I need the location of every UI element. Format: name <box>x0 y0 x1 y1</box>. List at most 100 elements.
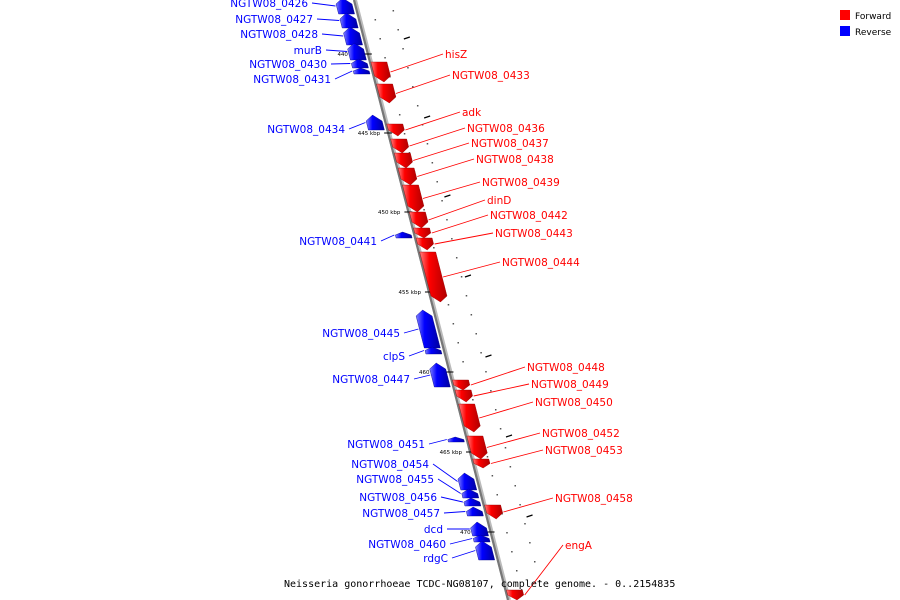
gene-ngtw08-0450-leader <box>479 401 534 419</box>
gene-hisz-label[interactable]: hisZ <box>445 49 467 61</box>
gene-adk-leader <box>405 111 461 131</box>
gene-ngtw08-0455-shape[interactable] <box>461 488 480 499</box>
gene-hisz-shape[interactable] <box>370 61 391 83</box>
gene-ngtw08-0453-label[interactable]: NGTW08_0453 <box>545 445 623 457</box>
gene-ngtw08-0438-shape[interactable] <box>397 167 418 186</box>
genome-caption: Neisseria gonorrhoeae TCDC-NG08107, comp… <box>284 579 675 590</box>
track-dot <box>538 580 541 582</box>
gene-ngtw08-0437-leader <box>413 142 470 161</box>
gene-ngtw08-0455-label[interactable]: NGTW08_0455 <box>356 474 434 486</box>
track-dot <box>520 589 523 591</box>
gene-rdgc-label[interactable]: rdgC <box>423 553 448 565</box>
gene-clps-label[interactable]: clpS <box>383 351 405 363</box>
gene-rdgc-shape[interactable] <box>475 540 495 561</box>
gene-dcd-label[interactable]: dcd <box>424 524 443 536</box>
gene-ngtw08-0451-label[interactable]: NGTW08_0451 <box>347 439 425 451</box>
gene-ngtw08-0438-label[interactable]: NGTW08_0438 <box>476 154 554 166</box>
gene-ngtw08-0453-shape[interactable] <box>472 458 491 469</box>
gene-ngtw08-0449-label[interactable]: NGTW08_0449 <box>531 379 609 391</box>
gene-ngtw08-0457-shape[interactable] <box>466 506 484 517</box>
gene-ngtw08-0450-shape[interactable] <box>458 403 481 433</box>
gene-ngtw08-0444-shape[interactable] <box>419 251 448 303</box>
gene-ngtw08-0442-label[interactable]: NGTW08_0442 <box>490 210 568 222</box>
track-dot <box>472 399 474 401</box>
gene-ngtw08-0456-leader <box>440 496 463 503</box>
gene-ngtw08-0439-label[interactable]: NGTW08_0439 <box>482 177 560 189</box>
gene-ngtw08-0426-shape[interactable] <box>335 0 355 15</box>
gene-ngtw08-0428-shape[interactable] <box>343 26 363 46</box>
gene-ngtw08-0433-label[interactable]: NGTW08_0433 <box>452 70 530 82</box>
gene-ngtw08-0454-shape[interactable] <box>457 472 478 491</box>
gene-dind-label[interactable]: dinD <box>487 195 511 207</box>
gene-ngtw08-0448-label[interactable]: NGTW08_0448 <box>527 362 605 374</box>
gene-ngtw08-0447-shape[interactable] <box>429 362 451 388</box>
gene-ngtw08-0450-label[interactable]: NGTW08_0450 <box>535 397 613 409</box>
gene-ngtw08-0437-label[interactable]: NGTW08_0437 <box>471 138 549 150</box>
gene-ngtw08-0458-shape[interactable] <box>484 504 503 520</box>
gene-ngtw08-0454-label[interactable]: NGTW08_0454 <box>351 459 429 471</box>
gene-ngtw08-0439-shape[interactable] <box>402 184 425 213</box>
track-dot <box>398 114 401 116</box>
gene-ngtw08-0441-shape[interactable] <box>395 231 413 239</box>
gene-ngtw08-0443-label[interactable]: NGTW08_0443 <box>495 228 573 240</box>
gene-ngtw08-0426-label[interactable]: NGTW08_0426 <box>230 0 308 10</box>
gene-ngtw08-0434-label[interactable]: NGTW08_0434 <box>267 124 345 136</box>
legend-label-reverse: Reverse <box>855 28 892 38</box>
track-dot <box>402 48 404 50</box>
track-dot <box>392 10 395 12</box>
gene-ngtw08-0433-shape[interactable] <box>376 83 397 104</box>
gene-ngtw08-0436-shape[interactable] <box>390 138 409 154</box>
gene-ngtw08-0428-label[interactable]: NGTW08_0428 <box>240 29 318 41</box>
gene-adk-shape[interactable] <box>386 123 405 137</box>
gene-dcd-shape[interactable] <box>470 521 489 537</box>
gene-ngtw08-0431-shape[interactable] <box>352 67 371 75</box>
gene-ngtw08-0426-leader <box>311 2 336 7</box>
gene-murb-shape[interactable] <box>347 42 367 61</box>
gene-ngtw08-0457-leader <box>443 511 466 514</box>
gene-ngtw08-0447-label[interactable]: NGTW08_0447 <box>332 374 410 386</box>
gene-ngtw08-0437-shape[interactable] <box>394 152 413 169</box>
gene-ngtw08-0458-leader <box>503 497 554 513</box>
gene-ngtw08-0456-label[interactable]: NGTW08_0456 <box>359 492 437 504</box>
gene-ngtw08-0452-shape[interactable] <box>466 435 488 460</box>
gene-ngtw08-0441-label[interactable]: NGTW08_0441 <box>299 236 377 248</box>
gene-ngtw08-0458-label[interactable]: NGTW08_0458 <box>555 493 633 505</box>
gene-enga-shape[interactable] <box>506 589 524 600</box>
gene-ngtw08-0451-shape[interactable] <box>447 436 465 443</box>
gene-ngtw08-0448-shape[interactable] <box>452 379 471 391</box>
gene-ngtw08-0430-shape[interactable] <box>351 58 369 69</box>
gene-dind-shape[interactable] <box>409 211 429 229</box>
gene-ngtw08-0449-shape[interactable] <box>454 389 473 403</box>
gene-ngtw08-0431-label[interactable]: NGTW08_0431 <box>253 74 331 86</box>
gene-ngtw08-0430-label[interactable]: NGTW08_0430 <box>249 59 327 71</box>
gene-ngtw08-0460-label[interactable]: NGTW08_0460 <box>368 539 446 551</box>
track-dot <box>451 238 453 240</box>
track-dot <box>407 67 409 69</box>
gene-ngtw08-0443-shape[interactable] <box>415 237 434 251</box>
gene-ngtw08-0451-leader <box>428 439 447 445</box>
track-dot <box>455 257 458 259</box>
track-dot <box>491 475 494 477</box>
scale-tick-label: 445 kbp <box>358 131 381 137</box>
gene-murb-label[interactable]: murB <box>294 45 322 57</box>
gene-enga-label[interactable]: engA <box>565 540 593 552</box>
gene-ngtw08-0427-shape[interactable] <box>339 12 359 29</box>
gene-ngtw08-0445-label[interactable]: NGTW08_0445 <box>322 328 400 340</box>
gene-ngtw08-0427-label[interactable]: NGTW08_0427 <box>235 14 313 26</box>
gene-ngtw08-0436-label[interactable]: NGTW08_0436 <box>467 123 545 135</box>
gene-ngtw08-0442-shape[interactable] <box>413 227 432 239</box>
gene-ngtw08-0434-shape[interactable] <box>365 114 385 131</box>
track-dash <box>403 36 411 40</box>
gene-clps-shape[interactable] <box>424 346 443 355</box>
gene-ngtw08-0454-leader <box>432 463 458 482</box>
gene-ngtw08-0444-leader <box>442 261 501 278</box>
track-dot <box>452 323 455 325</box>
gene-adk-label[interactable]: adk <box>462 107 482 119</box>
gene-ngtw08-0452-label[interactable]: NGTW08_0452 <box>542 428 620 440</box>
gene-ngtw08-0457-label[interactable]: NGTW08_0457 <box>362 508 440 520</box>
gene-ngtw08-0433-leader <box>395 74 451 94</box>
gene-ngtw08-0456-shape[interactable] <box>463 497 482 507</box>
track-dash <box>444 194 451 198</box>
gene-ngtw08-0444-label[interactable]: NGTW08_0444 <box>502 257 580 269</box>
